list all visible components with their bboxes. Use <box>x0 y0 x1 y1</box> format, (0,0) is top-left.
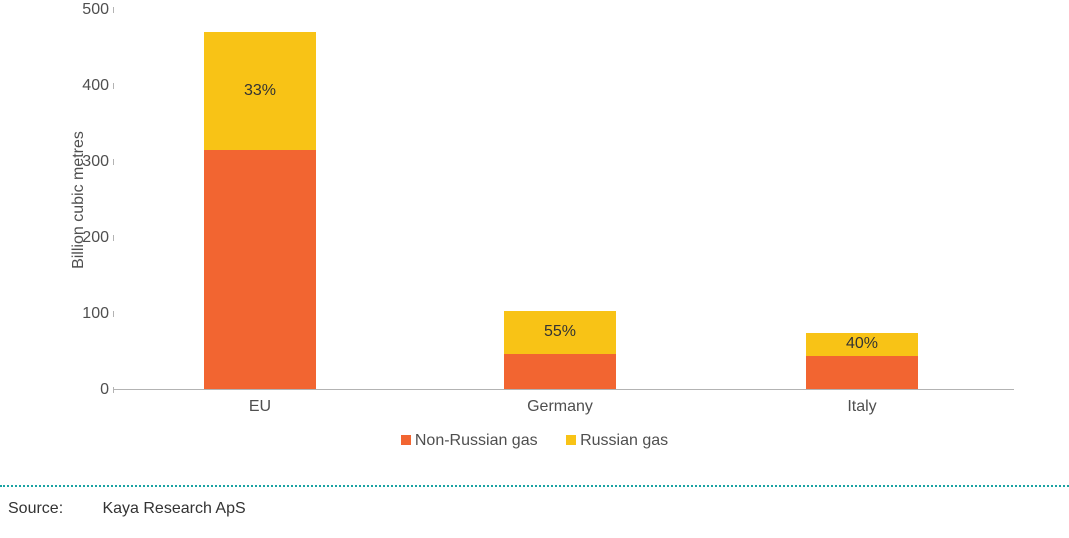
bar-segment-non-russian <box>806 356 918 389</box>
source-row: Source: Kaya Research ApS <box>8 500 246 518</box>
pct-label-germany: 55% <box>544 323 576 341</box>
category-label-eu: EU <box>249 398 271 416</box>
divider <box>0 485 1069 487</box>
pct-label-italy: 40% <box>846 335 878 353</box>
legend-item-non-russian: Non-Russian gas <box>401 432 538 450</box>
bar-segment-non-russian <box>204 150 316 389</box>
legend-label-russian: Russian gas <box>580 432 668 449</box>
chart-container: Billion cubic metres 0 100 200 300 400 5… <box>0 0 1069 538</box>
source-text: Kaya Research ApS <box>102 500 245 517</box>
y-tick-0: 0 <box>59 381 109 399</box>
y-tick-200: 200 <box>59 229 109 247</box>
legend-item-russian: Russian gas <box>566 432 668 450</box>
y-tick-300: 300 <box>59 153 109 171</box>
category-label-italy: Italy <box>847 398 876 416</box>
legend-swatch-russian <box>566 435 576 445</box>
bar-segment-non-russian <box>504 354 616 389</box>
legend-swatch-non-russian <box>401 435 411 445</box>
y-tick-500: 500 <box>59 1 109 19</box>
legend: Non-Russian gas Russian gas <box>0 432 1069 450</box>
pct-label-eu: 33% <box>244 82 276 100</box>
y-tick-400: 400 <box>59 77 109 95</box>
plot-area: 33% 55% 40% <box>114 10 1014 390</box>
y-tick-100: 100 <box>59 305 109 323</box>
source-label: Source: <box>8 500 98 518</box>
legend-label-non-russian: Non-Russian gas <box>415 432 538 449</box>
category-label-germany: Germany <box>527 398 593 416</box>
y-axis-label: Billion cubic metres <box>70 131 88 269</box>
